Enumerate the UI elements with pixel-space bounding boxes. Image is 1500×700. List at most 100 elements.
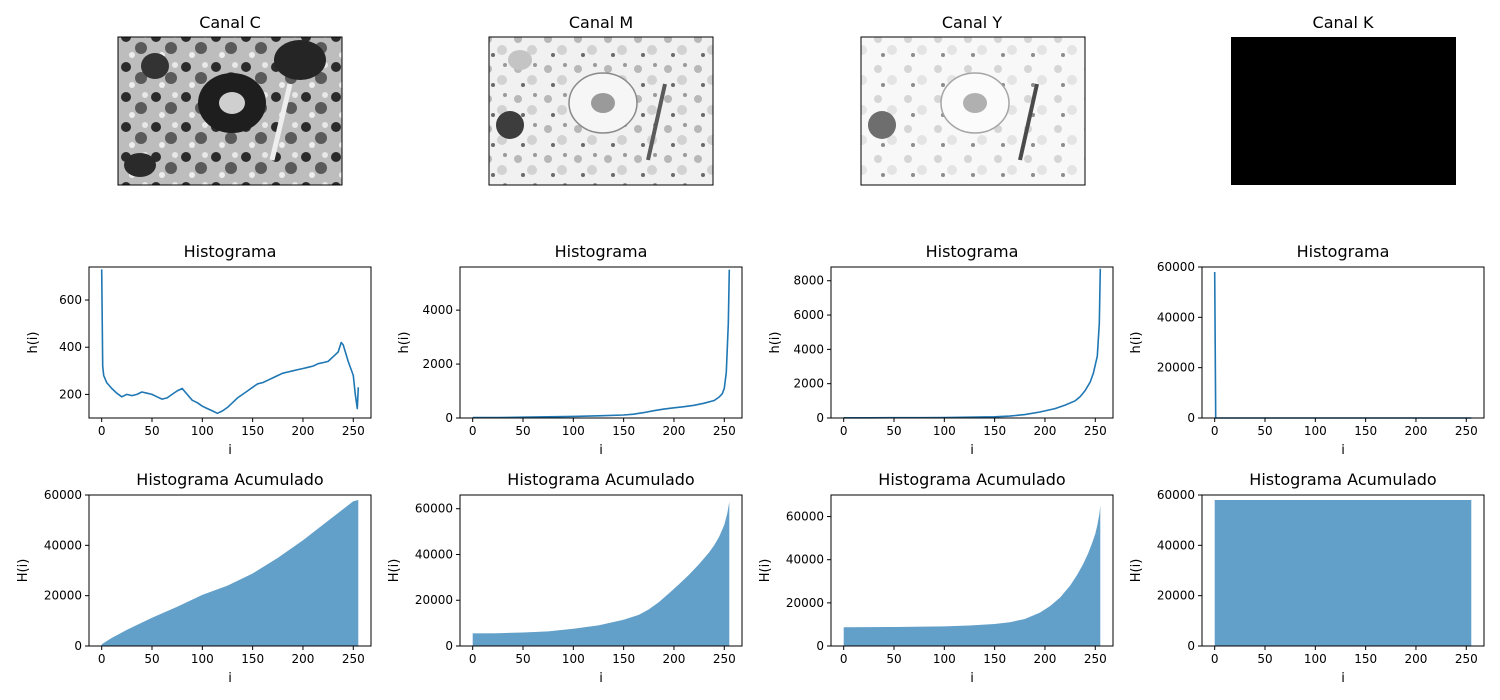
cumulative-area <box>843 505 1101 646</box>
chart-4: Histograma i h(i) 0 50 100 150 200 250 0 20000 4000… <box>1129 242 1485 458</box>
y-axis-label: h(i) <box>768 332 783 354</box>
y-tick-label: 0 <box>1187 639 1195 653</box>
cumulative-area <box>101 500 359 646</box>
x-tick-label: 100 <box>933 652 956 666</box>
x-axis-label: i <box>599 443 603 458</box>
x-tick-label: 50 <box>886 652 901 666</box>
y-tick-label: 0 <box>74 639 82 653</box>
x-tick-label: 50 <box>1257 652 1272 666</box>
tulip-photo-grayscale-light-icon <box>488 36 714 186</box>
x-tick-label: 150 <box>612 424 635 438</box>
x-tick-label: 200 <box>1405 652 1428 666</box>
chart-title: Histograma Acumulado <box>136 470 323 489</box>
axes-frame <box>1201 266 1485 419</box>
channel-k-title: Canal K <box>1313 13 1374 32</box>
cumulative-area <box>1214 500 1472 646</box>
y-axis-label: H(i) <box>16 559 31 583</box>
x-tick-label: 250 <box>1455 652 1478 666</box>
x-axis-label: i <box>1341 443 1345 458</box>
chart-2: Histograma i h(i) 0 50 100 150 200 250 0 2000 4000 <box>397 242 743 458</box>
y-tick-label: 6000 <box>793 308 824 322</box>
x-tick-label: 50 <box>515 424 530 438</box>
chart-title: Histograma Acumulado <box>1249 470 1436 489</box>
y-axis-label: h(i) <box>397 332 412 354</box>
channel-y-panel: Canal Y <box>860 13 1086 186</box>
chart-title: Histograma Acumulado <box>878 470 1065 489</box>
channel-k-panel: Canal K <box>1231 13 1456 185</box>
channel-c-panel: Canal C <box>117 13 343 186</box>
x-axis-label: i <box>970 671 974 686</box>
y-tick-label: 4000 <box>793 342 824 356</box>
x-tick-label: 200 <box>663 424 686 438</box>
y-tick-label: 40000 <box>44 538 82 552</box>
chart-1: Histograma i h(i) 0 50 100 150 200 250 200 400 600 <box>26 242 372 458</box>
y-axis-label: h(i) <box>26 332 41 354</box>
x-tick-label: 50 <box>144 424 159 438</box>
axes-frame <box>1201 494 1485 647</box>
tulip-photo-grayscale-dark-icon <box>117 36 343 186</box>
x-tick-label: 100 <box>933 424 956 438</box>
y-tick-label: 0 <box>816 411 824 425</box>
channel-m-panel: Canal M <box>488 13 714 186</box>
x-tick-label: 0 <box>469 652 477 666</box>
x-tick-label: 0 <box>1211 652 1219 666</box>
y-tick-label: 4000 <box>422 303 453 317</box>
y-tick-label: 40000 <box>786 553 824 567</box>
x-tick-label: 250 <box>1084 424 1107 438</box>
y-tick-label: 200 <box>59 387 82 401</box>
y-tick-label: 600 <box>59 293 82 307</box>
x-tick-label: 50 <box>515 652 530 666</box>
y-tick-label: 20000 <box>1157 361 1195 375</box>
y-tick-label: 60000 <box>786 510 824 524</box>
x-tick-label: 200 <box>1405 424 1428 438</box>
axes-frame <box>830 266 1114 419</box>
y-tick-label: 20000 <box>415 593 453 607</box>
x-tick-label: 50 <box>886 424 901 438</box>
y-tick-label: 8000 <box>793 274 824 288</box>
histogram-line <box>472 269 731 419</box>
axes-frame <box>459 266 743 419</box>
y-tick-label: 0 <box>816 639 824 653</box>
chart-title: Histograma <box>555 242 648 261</box>
x-tick-label: 50 <box>1257 424 1272 438</box>
chart-title: Histograma <box>1297 242 1390 261</box>
x-tick-label: 150 <box>241 424 264 438</box>
y-tick-label: 0 <box>445 411 453 425</box>
histogram-line <box>100 269 360 415</box>
axes-frame <box>88 494 372 647</box>
y-tick-label: 60000 <box>415 502 453 516</box>
tulip-photo-grayscale-lighter-icon <box>860 36 1086 186</box>
chart-title: Histograma Acumulado <box>507 470 694 489</box>
chart-7: Histograma Acumulado i H(i) 0 50 100 150 200 250… <box>758 470 1114 686</box>
cumulative-area <box>472 501 730 646</box>
x-tick-label: 250 <box>713 652 736 666</box>
channel-y-title: Canal Y <box>942 13 1002 32</box>
x-tick-label: 200 <box>292 424 315 438</box>
y-tick-label: 2000 <box>422 357 453 371</box>
y-axis-label: h(i) <box>1129 332 1144 354</box>
chart-5: Histograma Acumulado i H(i) 0 50 100 150 200 250… <box>16 470 372 686</box>
y-tick-label: 20000 <box>1157 589 1195 603</box>
histogram-line <box>843 268 1102 419</box>
x-tick-label: 100 <box>191 424 214 438</box>
x-tick-label: 250 <box>342 424 365 438</box>
histogram-line <box>1213 271 1472 419</box>
y-tick-label: 2000 <box>793 377 824 391</box>
x-axis-label: i <box>970 443 974 458</box>
x-tick-label: 200 <box>1034 652 1057 666</box>
chart-8: Histograma Acumulado i H(i) 0 50 100 150 200 250… <box>1129 470 1485 686</box>
x-tick-label: 0 <box>98 652 106 666</box>
x-tick-label: 0 <box>98 424 106 438</box>
x-tick-label: 150 <box>1354 424 1377 438</box>
y-axis-label: H(i) <box>758 559 773 583</box>
y-tick-label: 60000 <box>44 488 82 502</box>
x-tick-label: 200 <box>292 652 315 666</box>
x-tick-label: 250 <box>1455 424 1478 438</box>
chart-title: Histograma <box>926 242 1019 261</box>
x-tick-label: 0 <box>840 652 848 666</box>
y-tick-label: 0 <box>445 639 453 653</box>
x-axis-label: i <box>599 671 603 686</box>
y-tick-label: 40000 <box>415 547 453 561</box>
